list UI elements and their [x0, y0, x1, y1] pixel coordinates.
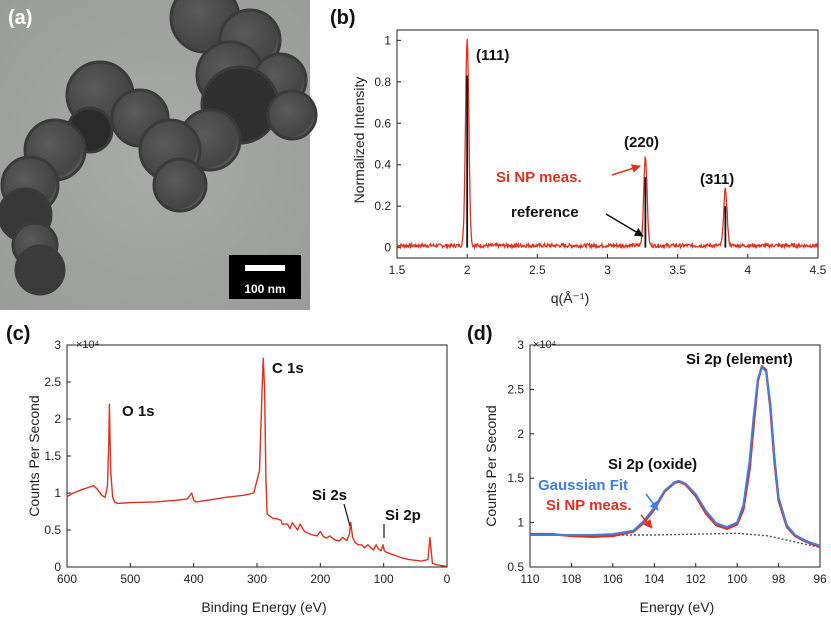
annotation-si2p-oxide: Si 2p (oxide) — [608, 456, 697, 473]
panel-c: (c) 600 500 400 300 200 100 0 0 0.5 1 1.5 2 2.5 3 ×10… — [6, 323, 451, 615]
y-tick-label: 0.5 — [44, 523, 61, 537]
series-baseline — [530, 532, 821, 549]
panel-d-label: (d) — [467, 323, 493, 345]
annotation-si2p-element: Si 2p (element) — [686, 351, 793, 368]
y-tick-label: 2 — [54, 412, 61, 426]
annotation-c1s: C 1s — [272, 360, 304, 377]
arrow-d-meas — [640, 514, 653, 529]
y-tick-label: 1 — [54, 486, 61, 500]
chart-c-frame — [66, 344, 448, 568]
x-tick-label: 300 — [247, 572, 267, 586]
annotation-111: (111) — [476, 47, 509, 64]
annotation-220: (220) — [624, 134, 659, 151]
arrow-reference — [605, 213, 644, 237]
y-tick-label: 1 — [517, 516, 524, 530]
y-tick-label: 1 — [384, 33, 391, 47]
y-tick-label: 0.8 — [374, 75, 391, 89]
y-tick-label: 3 — [54, 338, 61, 352]
scalebar-label: 100 nm — [244, 282, 285, 296]
x-tick-label: 102 — [686, 572, 706, 586]
leader-si2s — [343, 503, 351, 527]
x-tick-label: 500 — [120, 572, 140, 586]
chart-c-ylabel: Counts Per Second — [26, 395, 42, 516]
y-tick-label: 3 — [517, 338, 524, 352]
panel-b-label: (b) — [330, 7, 356, 29]
chart-d-ylabel: Counts Per Second — [483, 405, 499, 526]
y-tick-label: 2.5 — [44, 375, 61, 389]
x-tick-label: 4.5 — [810, 263, 827, 277]
y-tick-label: 1.5 — [44, 449, 61, 463]
chart-c-exponent: ×10⁴ — [76, 339, 100, 351]
x-tick-label: 100 — [727, 572, 747, 586]
annotation-si2s: Si 2s — [312, 487, 347, 504]
x-tick-label: 4 — [744, 263, 751, 277]
chart-c-xlabel: Binding Energy (eV) — [201, 599, 326, 615]
annotation-si-np-meas: Si NP meas. — [496, 169, 582, 186]
chart-d-xlabel: Energy (eV) — [640, 599, 715, 615]
annotation-reference: reference — [511, 204, 579, 221]
scalebar — [245, 265, 285, 271]
y-tick-label: 2 — [517, 427, 524, 441]
chart-d-axes: 110 108 106 104 102 100 98 96 0.5 1 1.5 2 2.5 3 — [507, 338, 827, 586]
annotation-si2p: Si 2p — [385, 507, 421, 524]
x-tick-label: 96 — [813, 572, 827, 586]
y-tick-label: 0.5 — [507, 560, 524, 574]
x-tick-label: 106 — [603, 572, 623, 586]
arrow-meas — [611, 164, 641, 176]
panel-c-label: (c) — [6, 323, 30, 345]
x-tick-label: 2.5 — [529, 263, 546, 277]
x-tick-label: 3 — [604, 263, 611, 277]
y-tick-label: 0.2 — [374, 199, 391, 213]
chart-d-plot — [530, 365, 821, 549]
chart-b-axes: 1.5 2 2.5 3 3.5 4 4.5 0 0.2 0.4 0.6 0.8 1 — [374, 29, 827, 277]
x-tick-label: 3.5 — [669, 263, 686, 277]
x-tick-label: 108 — [561, 572, 581, 586]
x-tick-label: 600 — [57, 572, 77, 586]
x-tick-label: 200 — [310, 572, 330, 586]
panel-a: 100 nm (a) — [0, 0, 318, 310]
chart-b-frame — [396, 29, 819, 259]
y-tick-label: 0.6 — [374, 116, 391, 130]
chart-c-axes: 600 500 400 300 200 100 0 0 0.5 1 1.5 2 2.5 3 — [44, 338, 450, 586]
x-tick-label: 104 — [644, 572, 664, 586]
chart-b-xlabel: q(Å⁻¹) — [551, 290, 590, 306]
annotation-311: (311) — [700, 171, 734, 188]
x-tick-label: 1.5 — [389, 263, 406, 277]
chart-b-plot — [396, 38, 819, 250]
y-tick-label: 0 — [54, 560, 61, 574]
panel-b: (b) 1.5 2 2.5 3 3.5 4 4.5 0 0.2 0.4 0.6 0.8 1 q(Å⁻¹)… — [330, 7, 827, 306]
panel-a-label: (a) — [8, 7, 32, 29]
y-tick-label: 0.4 — [374, 158, 391, 172]
x-tick-label: 110 — [520, 572, 539, 586]
scalebar-box — [229, 255, 301, 299]
series-si-np-meas — [396, 38, 819, 250]
chart-b-ylabel: Normalized Intensity — [351, 77, 367, 204]
x-tick-label: 98 — [772, 572, 786, 586]
annotation-gaussian-fit: Gaussian Fit — [538, 477, 628, 494]
x-tick-label: 100 — [374, 572, 394, 586]
arrow-fit — [645, 493, 659, 511]
y-tick-label: 1.5 — [507, 471, 524, 485]
x-tick-label: 0 — [444, 572, 451, 586]
series-gaussian-fit — [530, 366, 821, 547]
annotation-o1s: O 1s — [122, 403, 155, 420]
chart-d-frame — [529, 344, 821, 568]
chart-d-exponent: ×10⁴ — [533, 339, 557, 351]
series-survey — [66, 357, 448, 567]
nanoparticle-chain — [0, 0, 318, 296]
annotation-d-meas: Si NP meas. — [546, 497, 632, 514]
x-tick-label: 2 — [464, 263, 471, 277]
chart-c-plot — [66, 357, 448, 567]
y-tick-label: 0 — [384, 241, 391, 255]
x-tick-label: 400 — [184, 572, 204, 586]
y-tick-label: 2.5 — [507, 382, 524, 396]
panel-d: (d) 110 108 106 104 102 100 98 96 0.5 1 1.5 2 2.5 3 ×… — [467, 323, 827, 615]
